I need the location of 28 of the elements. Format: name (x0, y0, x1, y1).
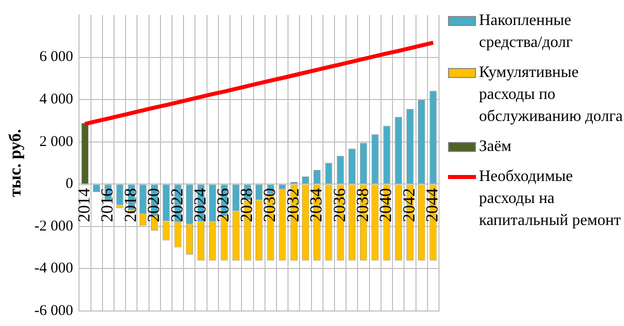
x-tick-label: 2044 (422, 188, 442, 222)
legend-label: Кумулятивные расходы по обслуживанию долга (479, 63, 624, 127)
x-tick-label: 2016 (98, 188, 117, 222)
x-tick-label: 2024 (190, 188, 210, 222)
x-tick-label: 2038 (353, 188, 372, 222)
y-tick-label: 2 000 (39, 134, 74, 150)
x-tick-label: 2040 (376, 188, 396, 222)
x-tick-label: 2026 (214, 188, 233, 222)
y-tick-label: -2 000 (34, 218, 74, 234)
x-tick-label: 2036 (330, 188, 349, 222)
x-tick-label: 2018 (120, 188, 140, 222)
x-tick-label: 2030 (260, 188, 280, 222)
y-tick-label: -6 000 (34, 302, 74, 319)
x-tick-label: 2020 (144, 188, 164, 222)
x-tick-label: 2022 (167, 188, 186, 222)
y-tick-label: 6 000 (39, 49, 74, 66)
y-axis-title: тыс. руб. (6, 129, 25, 197)
legend-label: Необходимые расходы на капитальный ремонт (479, 167, 622, 231)
y-tick-label: 4 000 (39, 92, 74, 108)
y-tick-label: -4 000 (34, 260, 74, 277)
x-tick-label: 2042 (399, 188, 418, 222)
x-tick-label: 2014 (74, 188, 94, 222)
x-tick-label: 2028 (236, 188, 256, 222)
x-tick-label: 2032 (283, 188, 302, 222)
y-tick-label: 0 (66, 176, 74, 192)
legend-label: Заём (479, 137, 512, 157)
legend-label: Накопленные средства/долг (479, 11, 574, 53)
x-tick-label: 2034 (306, 188, 326, 222)
